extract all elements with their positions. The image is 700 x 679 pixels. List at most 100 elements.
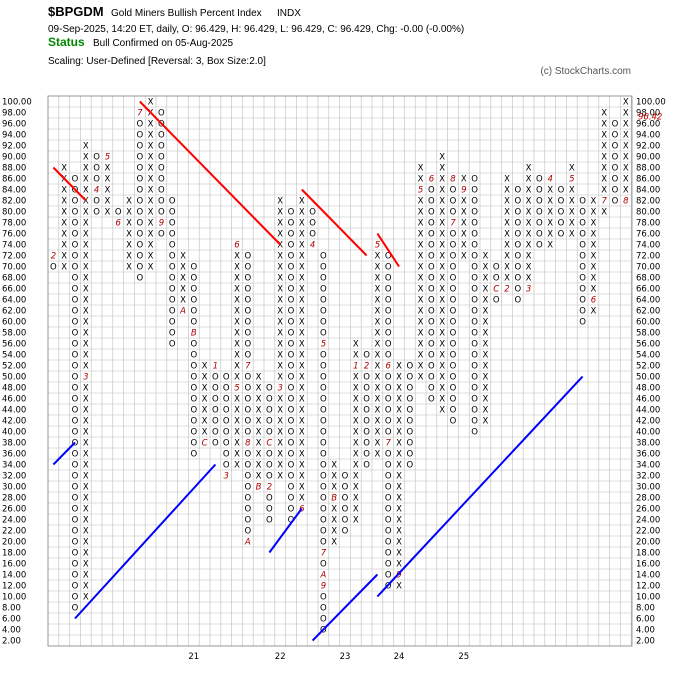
x-box: X	[83, 450, 89, 460]
x-box: X	[277, 252, 283, 262]
o-box: O	[72, 329, 79, 339]
y-tick-label: 82.00	[636, 197, 660, 207]
x-box: X	[202, 373, 208, 383]
month-marker: 7	[137, 109, 143, 119]
x-box: X	[439, 230, 445, 240]
o-box: O	[471, 263, 478, 273]
o-box: O	[190, 406, 197, 416]
x-box: X	[353, 428, 359, 438]
o-box: O	[244, 252, 251, 262]
o-box: O	[72, 296, 79, 306]
o-box: O	[579, 274, 586, 284]
x-box: X	[299, 230, 305, 240]
x-box: X	[83, 263, 89, 273]
y-tick-label: 2.00	[636, 637, 655, 647]
o-box: O	[244, 450, 251, 460]
x-box: X	[623, 131, 629, 141]
month-marker: 3	[526, 285, 531, 295]
month-marker: 6	[429, 175, 435, 185]
o-box: O	[450, 252, 457, 262]
y-tick-label: 78.00	[2, 219, 26, 229]
o-box: O	[428, 274, 435, 284]
x-box: X	[83, 560, 89, 570]
o-box: O	[244, 505, 251, 515]
x-box: X	[61, 197, 67, 207]
x-box: X	[504, 197, 510, 207]
x-box: X	[277, 373, 283, 383]
x-box: X	[504, 230, 510, 240]
month-marker: 2	[51, 252, 56, 262]
x-box: X	[83, 241, 89, 251]
o-box: O	[244, 516, 251, 526]
o-box: O	[385, 307, 392, 317]
o-box: O	[266, 461, 273, 471]
o-box: O	[406, 395, 413, 405]
o-box: O	[169, 208, 176, 218]
o-box: O	[320, 274, 327, 284]
x-box: X	[482, 296, 488, 306]
x-box: X	[256, 461, 262, 471]
x-box: X	[396, 428, 402, 438]
x-box: X	[277, 406, 283, 416]
x-box: X	[299, 439, 305, 449]
x-box: X	[439, 307, 445, 317]
o-box: O	[244, 472, 251, 482]
x-box: X	[299, 296, 305, 306]
x-box: X	[374, 362, 380, 372]
x-box: X	[256, 373, 262, 383]
x-box: X	[374, 285, 380, 295]
x-box: X	[396, 373, 402, 383]
x-box: X	[461, 175, 467, 185]
o-box: O	[72, 252, 79, 262]
o-box: O	[72, 604, 79, 614]
o-box: O	[158, 131, 165, 141]
o-box: O	[288, 450, 295, 460]
x-box: X	[83, 318, 89, 328]
support-trendline	[74, 463, 217, 620]
o-box: O	[363, 384, 370, 394]
o-box: O	[212, 406, 219, 416]
o-box: O	[385, 560, 392, 570]
o-box: O	[612, 142, 619, 152]
x-box: X	[256, 428, 262, 438]
o-box: O	[244, 527, 251, 537]
y-tick-label: 68.00	[636, 274, 660, 284]
o-box: O	[190, 362, 197, 372]
o-box: O	[288, 406, 295, 416]
x-box: X	[277, 395, 283, 405]
x-box: X	[61, 230, 67, 240]
o-box: O	[579, 307, 586, 317]
x-box: X	[126, 241, 132, 251]
o-box: O	[93, 208, 100, 218]
o-box: O	[72, 307, 79, 317]
x-box: X	[83, 296, 89, 306]
x-box: X	[590, 241, 596, 251]
y-tick-label: 50.00	[2, 373, 26, 383]
o-box: O	[72, 175, 79, 185]
x-box: X	[482, 285, 488, 295]
month-marker: 6	[385, 362, 391, 372]
x-box: X	[590, 252, 596, 262]
x-box: X	[482, 417, 488, 427]
o-box: O	[471, 307, 478, 317]
o-box: O	[363, 439, 370, 449]
o-box: O	[514, 219, 521, 229]
month-marker: C	[202, 439, 208, 449]
support-trendline	[376, 375, 584, 598]
y-tick-label: 90.00	[636, 153, 660, 163]
x-box: X	[299, 428, 305, 438]
o-box: O	[471, 373, 478, 383]
x-box: X	[418, 208, 424, 218]
o-box: O	[612, 131, 619, 141]
o-box: O	[223, 395, 230, 405]
x-box: X	[277, 296, 283, 306]
o-box: O	[158, 175, 165, 185]
x-box: X	[418, 263, 424, 273]
y-tick-label: 28.00	[2, 494, 26, 504]
x-box: X	[353, 406, 359, 416]
x-box: X	[299, 285, 305, 295]
x-box: X	[83, 483, 89, 493]
x-box: X	[439, 296, 445, 306]
x-box: X	[83, 494, 89, 504]
x-box: X	[234, 285, 240, 295]
